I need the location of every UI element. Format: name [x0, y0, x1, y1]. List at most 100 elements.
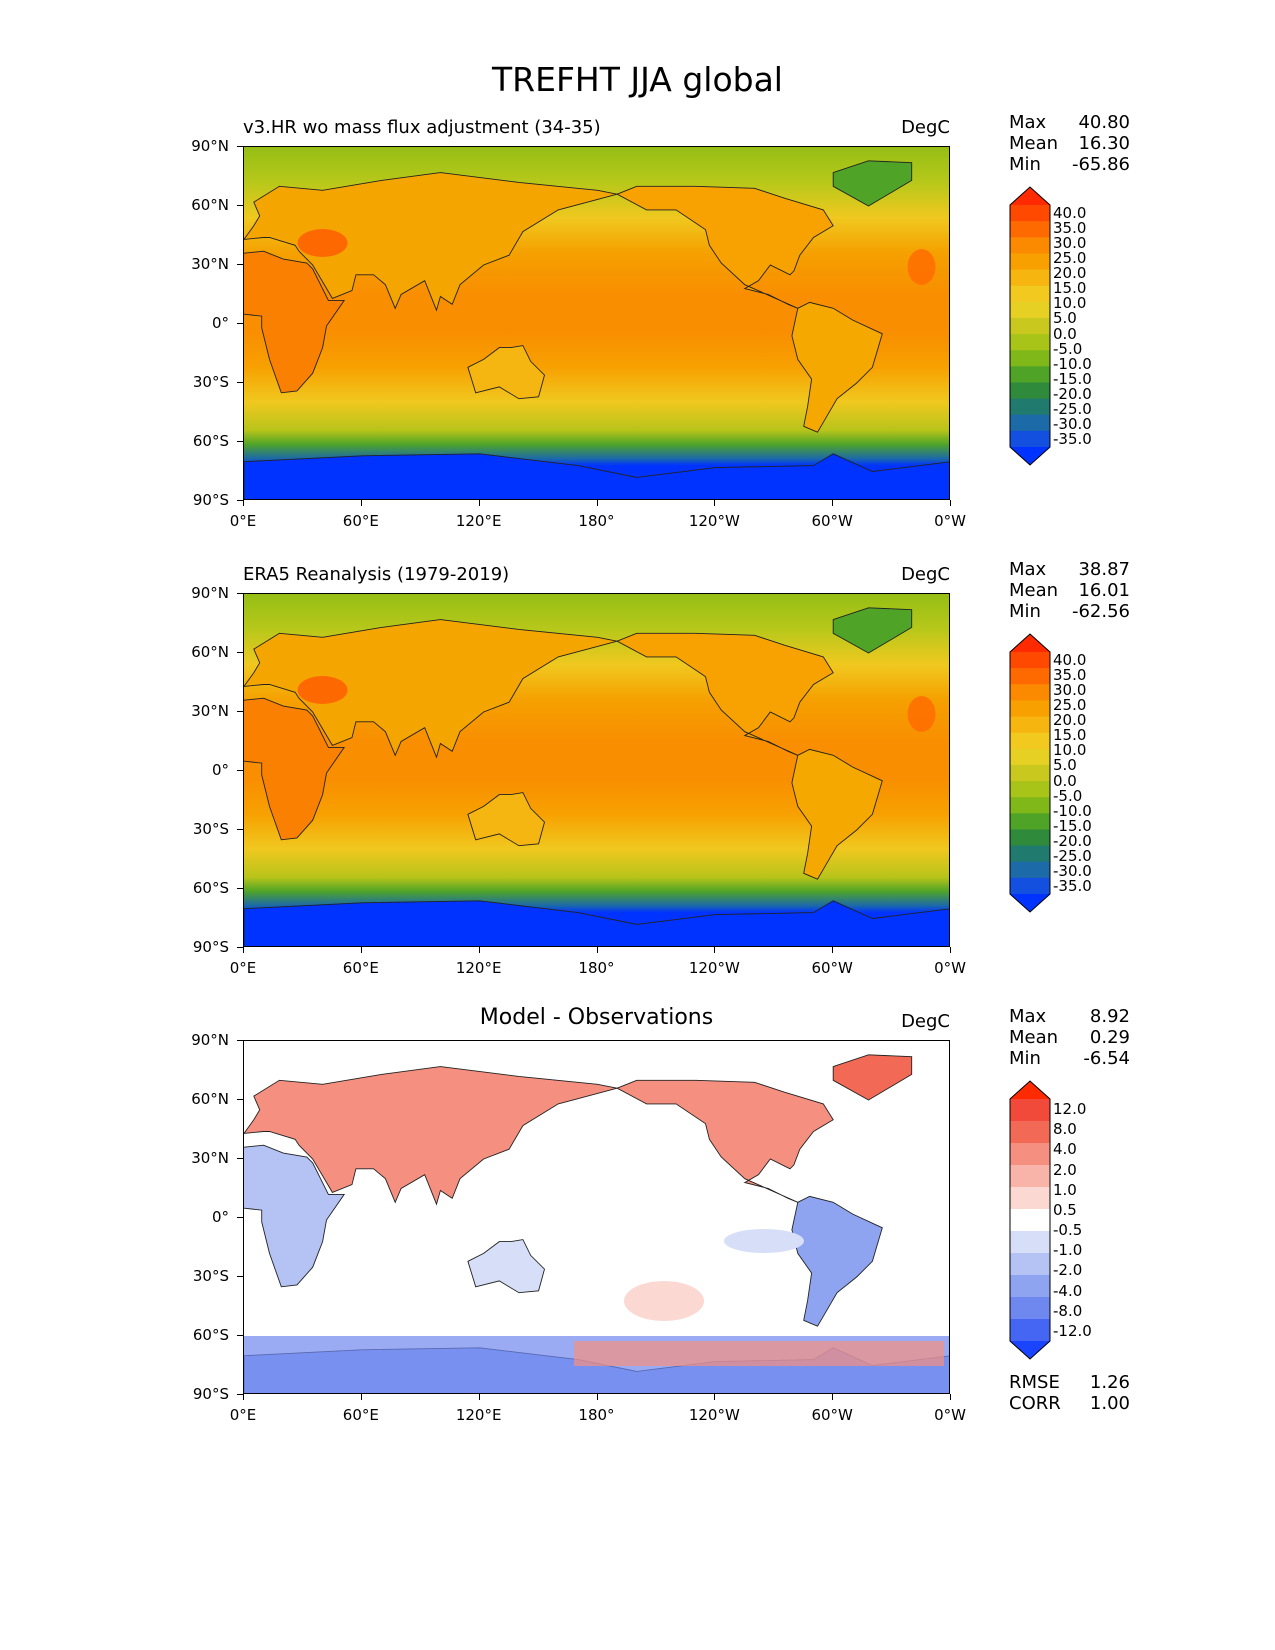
colorbar-tick-label: 12.0	[1053, 1100, 1087, 1119]
lon-tick-label: 120°W	[688, 512, 740, 530]
southern-ocean-warm	[574, 1341, 944, 1366]
colorbar-tick-label: -25.0	[1053, 400, 1092, 419]
colorbar-tick-label: 0.0	[1053, 771, 1077, 790]
colorbar-segment	[1010, 398, 1050, 416]
colorbar	[1009, 1080, 1051, 1360]
lon-tick-mark	[478, 1394, 480, 1400]
colorbar-segment	[1010, 781, 1050, 798]
stat-label-min: Min	[1009, 1048, 1041, 1069]
land-africa	[244, 1144, 346, 1288]
colorbar-tick-label: 5.0	[1053, 309, 1077, 328]
cool-patch-pacific	[724, 1229, 804, 1253]
lat-tick-mark	[237, 1217, 243, 1218]
lat-tick-label: 30°N	[191, 1149, 229, 1167]
colorbar-segment	[1010, 748, 1050, 766]
lon-tick-mark	[596, 500, 598, 506]
colorbar-segment	[1010, 1187, 1050, 1210]
lon-tick-mark	[714, 1394, 716, 1400]
colorbar-segment	[1010, 829, 1050, 847]
colorbar-segment	[1010, 285, 1050, 303]
lon-tick-mark	[950, 500, 951, 506]
colorbar-segment	[1010, 845, 1050, 863]
colorbar-tick-label: -8.0	[1053, 1301, 1083, 1320]
lat-tick-label: 90°N	[191, 584, 229, 602]
land-europeasia	[244, 619, 618, 759]
colorbar-tick-label: 20.0	[1053, 264, 1087, 283]
land-australia	[467, 1239, 546, 1294]
colorbar-tick-label: 2.0	[1053, 1160, 1077, 1179]
map-canvas	[244, 1041, 949, 1393]
lat-tick-label: 30°S	[192, 1267, 229, 1285]
colorbar-tick-label: 30.0	[1053, 680, 1087, 699]
colorbar-segment	[1010, 317, 1050, 335]
lon-tick-mark	[714, 947, 716, 953]
lat-tick-mark	[237, 1158, 243, 1159]
colorbar-segment	[1010, 732, 1050, 750]
lon-tick-label: 0°E	[229, 512, 257, 530]
lon-tick-label: 120°E	[455, 959, 502, 977]
land-samerica	[791, 301, 883, 433]
colorbar-segment	[1010, 700, 1050, 718]
stat-label-mean: Mean	[1009, 133, 1059, 154]
colorbar-tick-label: -35.0	[1053, 877, 1092, 896]
lat-tick-mark	[237, 1335, 243, 1336]
lat-tick-mark	[237, 146, 243, 147]
lon-tick-label: 0°E	[229, 959, 257, 977]
colorbar	[1009, 186, 1051, 466]
colorbar-tick-label: -30.0	[1053, 415, 1092, 434]
colorbar-outline	[1009, 633, 1051, 913]
lon-tick-mark	[360, 947, 362, 953]
lat-tick-label: 0°	[211, 761, 229, 779]
lon-tick-label: 60°E	[342, 959, 379, 977]
lat-tick-label: 30°S	[192, 373, 229, 391]
colorbar-segment	[1010, 350, 1050, 367]
lat-tick-label: 60°N	[191, 1090, 229, 1108]
stat-label-min: Min	[1009, 154, 1041, 175]
lon-tick-mark	[360, 500, 362, 506]
warm-patch-pacific	[624, 1281, 704, 1321]
stat-label-max: Max	[1009, 112, 1047, 133]
colorbar-segment	[1010, 1253, 1050, 1276]
lat-tick-mark	[237, 829, 243, 830]
panel-title: Model - Observations	[479, 1005, 714, 1030]
lat-tick-label: 60°S	[192, 879, 229, 897]
colorbar-segment	[1010, 221, 1050, 238]
map-canvas	[244, 147, 949, 499]
colorbar-segment	[1010, 861, 1050, 879]
lat-tick-label: 30°N	[191, 702, 229, 720]
colorbar-tick-label: -30.0	[1053, 862, 1092, 881]
lon-tick-mark	[832, 1394, 834, 1400]
land-europeasia	[244, 172, 618, 312]
colorbar-tick-label: -5.0	[1053, 339, 1083, 358]
colorbar-extend-bottom	[1010, 894, 1050, 912]
land-namerica	[616, 185, 834, 309]
units-label: DegC	[901, 564, 950, 585]
lon-tick-mark	[950, 1394, 951, 1400]
lat-tick-label: 60°N	[191, 196, 229, 214]
colorbar-tick-label: 35.0	[1053, 218, 1087, 237]
colorbar-tick-label: 25.0	[1053, 695, 1087, 714]
colorbar-tick-label: -12.0	[1053, 1321, 1092, 1340]
lat-tick-label: 30°N	[191, 255, 229, 273]
lat-tick-mark	[237, 441, 243, 442]
lon-tick-mark	[478, 947, 480, 953]
map-model	[243, 146, 950, 500]
colorbar-tick-label: 15.0	[1053, 279, 1087, 298]
lon-tick-mark	[832, 500, 834, 506]
colorbar-tick-label: -35.0	[1053, 430, 1092, 449]
land-australia	[467, 345, 546, 400]
units-label: DegC	[901, 117, 950, 138]
land-antarctica	[244, 900, 949, 946]
colorbar-tick-label: 0.0	[1053, 324, 1077, 343]
colorbar	[1009, 633, 1051, 913]
colorbar-segment	[1010, 1319, 1050, 1342]
lat-tick-mark	[237, 1394, 243, 1395]
lat-tick-mark	[237, 500, 243, 501]
colorbar-tick-label: 20.0	[1053, 711, 1087, 730]
land-namerica	[616, 632, 834, 756]
colorbar-tick-label: -5.0	[1053, 786, 1083, 805]
colorbar-tick-label: -10.0	[1053, 801, 1092, 820]
map-diff	[243, 1040, 950, 1394]
metric-label-corr: CORR	[1009, 1393, 1061, 1414]
colorbar-tick-label: -4.0	[1053, 1281, 1083, 1300]
